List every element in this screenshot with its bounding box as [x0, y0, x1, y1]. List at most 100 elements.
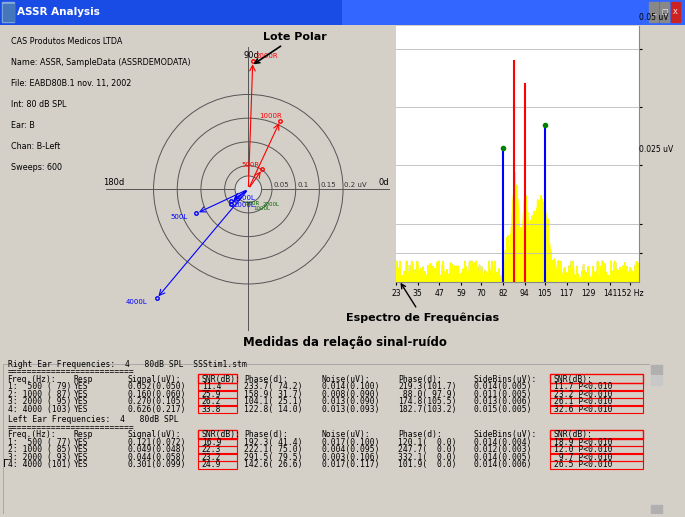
Text: 0.015(0.005): 0.015(0.005) [473, 405, 532, 414]
Text: 500L: 500L [171, 214, 188, 220]
Bar [2, 3, 14, 22]
Bar [197, 453, 237, 461]
Text: SNR(dB):: SNR(dB): [201, 430, 240, 439]
Text: 4000L: 4000L [126, 299, 147, 305]
Text: Name: ASSR, SampleData (ASSRDEMODATA): Name: ASSR, SampleData (ASSRDEMODATA) [11, 58, 191, 67]
Text: 3: 2000 ( 93): 3: 2000 ( 93) [8, 452, 71, 462]
Text: Lote Polar: Lote Polar [255, 32, 327, 63]
Text: 122.8( 14.0): 122.8( 14.0) [244, 405, 303, 414]
Text: Phase(d):: Phase(d): [244, 375, 288, 384]
Text: 23.2: 23.2 [201, 452, 221, 462]
Bar [3, 4, 14, 21]
Text: 0.014(0.005): 0.014(0.005) [473, 452, 532, 462]
Text: 1000L: 1000L [253, 206, 270, 211]
Text: SideBins(uV):: SideBins(uV): [473, 430, 537, 439]
Text: 222.1( 75.0): 222.1( 75.0) [244, 445, 303, 454]
Text: YES: YES [74, 405, 88, 414]
Text: 0.013(0.090): 0.013(0.090) [321, 397, 380, 406]
Text: _: _ [652, 9, 656, 16]
Text: 0.014(0.006): 0.014(0.006) [473, 460, 532, 469]
Text: 120.1(  0.0): 120.1( 0.0) [398, 438, 456, 447]
Text: 24.9: 24.9 [201, 460, 221, 469]
Text: 291.5( 79.5): 291.5( 79.5) [244, 452, 303, 462]
Bar [550, 453, 643, 461]
Text: 26.2: 26.2 [201, 397, 221, 406]
Bar [197, 383, 237, 391]
Text: 90d: 90d [243, 51, 259, 59]
Text: 33.8: 33.8 [201, 405, 221, 414]
Text: 182.7(103.2): 182.7(103.2) [398, 405, 456, 414]
Text: 0.017(0.117): 0.017(0.117) [321, 460, 380, 469]
Text: 0.014(0.005): 0.014(0.005) [473, 383, 532, 391]
Text: 32.6 P<0.010: 32.6 P<0.010 [554, 405, 612, 414]
Text: 0.05 uV: 0.05 uV [639, 13, 669, 22]
Bar [197, 461, 237, 468]
Bar [550, 461, 643, 468]
Text: 500R: 500R [246, 201, 260, 206]
Text: 18.9 P<0.010: 18.9 P<0.010 [554, 438, 612, 447]
Text: 0.052(0.050): 0.052(0.050) [127, 383, 186, 391]
Text: YES: YES [74, 460, 88, 469]
Bar [651, 376, 662, 385]
Bar [197, 374, 237, 384]
Text: 88.0( 97.9): 88.0( 97.9) [398, 390, 456, 399]
Bar [550, 446, 643, 453]
Text: 2000L: 2000L [262, 202, 279, 207]
Text: SNR(dB):: SNR(dB): [554, 430, 593, 439]
Text: 192.3( 41.4): 192.3( 41.4) [244, 438, 303, 447]
Text: Signal(uV):: Signal(uV): [127, 375, 181, 384]
Bar [651, 365, 662, 374]
Text: Resp: Resp [74, 430, 93, 439]
Text: 0.014(0.004): 0.014(0.004) [473, 438, 532, 447]
Text: 9.7 P<0.010: 9.7 P<0.010 [554, 452, 612, 462]
Text: ASSR Analysis: ASSR Analysis [17, 7, 100, 18]
Text: 0.003(0.106): 0.003(0.106) [321, 452, 380, 462]
Text: SNR(dB):: SNR(dB): [201, 375, 240, 384]
Text: 22.3: 22.3 [201, 445, 221, 454]
Text: 0.014(0.100): 0.014(0.100) [321, 383, 380, 391]
Text: 2: 1000 ( 85): 2: 1000 ( 85) [8, 445, 71, 454]
Text: Noise(uV):: Noise(uV): [321, 430, 371, 439]
Text: 25.9: 25.9 [201, 390, 221, 399]
Text: Left Ear Frequencies:  4   80dB SPL: Left Ear Frequencies: 4 80dB SPL [8, 415, 178, 424]
Text: 26.1 P<0.010: 26.1 P<0.010 [554, 397, 612, 406]
Bar [650, 364, 663, 514]
Text: 180d: 180d [103, 178, 124, 188]
Bar [197, 398, 237, 406]
Text: 0.004(0.095): 0.004(0.095) [321, 445, 380, 454]
Text: File: EABD80B.1 nov. 11, 2002: File: EABD80B.1 nov. 11, 2002 [11, 79, 132, 88]
Bar [550, 398, 643, 406]
Text: 0.160(0.060): 0.160(0.060) [127, 390, 186, 399]
Text: 0.025 uV: 0.025 uV [639, 145, 673, 154]
Text: ==========================: ========================== [8, 423, 134, 432]
Text: 16.9: 16.9 [201, 438, 221, 447]
Bar [550, 438, 643, 446]
Text: ==========================: ========================== [8, 368, 134, 376]
Text: Sweeps: 600: Sweeps: 600 [11, 163, 62, 172]
Text: 332.1(  0.0): 332.1( 0.0) [398, 452, 456, 462]
Bar [197, 405, 237, 413]
Text: 0.121(0.072): 0.121(0.072) [127, 438, 186, 447]
Text: YES: YES [74, 397, 88, 406]
Text: Phase(d):: Phase(d): [244, 430, 288, 439]
Text: SideBins(uV):: SideBins(uV): [473, 375, 537, 384]
Text: 0.012(0.003): 0.012(0.003) [473, 445, 532, 454]
Bar [550, 390, 643, 398]
Text: YES: YES [74, 390, 88, 399]
Text: 11.7 P<0.010: 11.7 P<0.010 [554, 383, 612, 391]
Bar [651, 506, 662, 514]
Text: 1000R: 1000R [259, 113, 282, 119]
Text: Noise(uV):: Noise(uV): [321, 375, 371, 384]
Text: 0.05: 0.05 [273, 183, 289, 188]
Bar [660, 3, 669, 22]
Circle shape [235, 176, 262, 203]
Text: 104.1( 25.1): 104.1( 25.1) [244, 397, 303, 406]
Text: 0.013(0.093): 0.013(0.093) [321, 405, 380, 414]
Text: 0.017(0.100): 0.017(0.100) [321, 438, 380, 447]
Bar [197, 446, 237, 453]
Text: Medidas da relação sinal-ruído: Medidas da relação sinal-ruído [243, 336, 447, 349]
Text: Right Ear Frequencies:  4   80dB SPL  SSStim1.stm: Right Ear Frequencies: 4 80dB SPL SSStim… [8, 360, 247, 369]
Text: X: X [673, 9, 677, 16]
Text: Ear: B: Ear: B [11, 121, 35, 130]
Text: Resp: Resp [74, 375, 93, 384]
